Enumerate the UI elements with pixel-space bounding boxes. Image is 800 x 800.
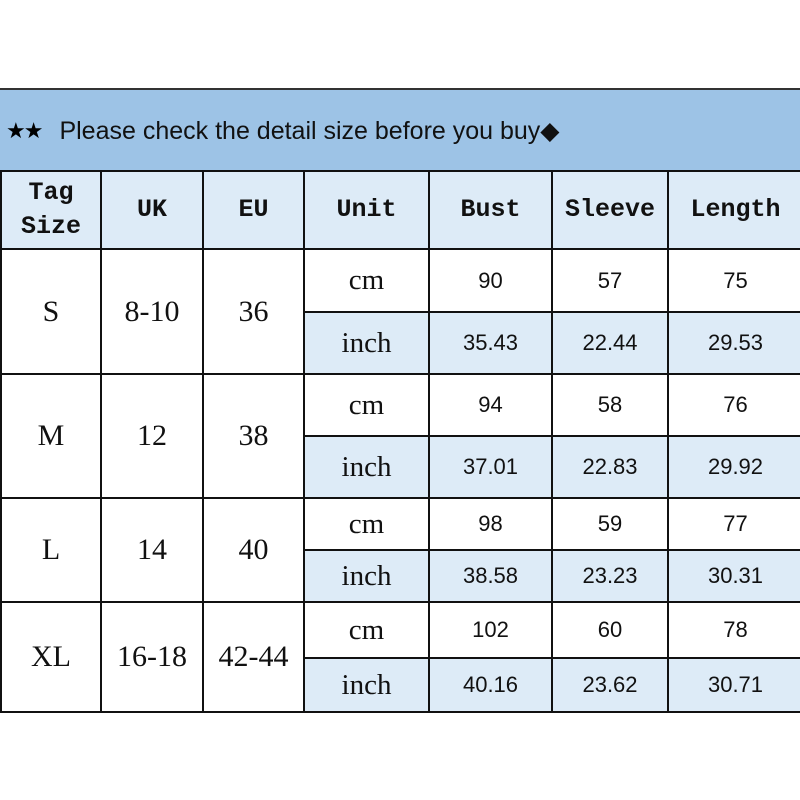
unit-cell: cm <box>303 373 430 437</box>
length-cell: 29.92 <box>667 435 800 499</box>
unit-cell: cm <box>303 601 430 659</box>
bust-cell: 37.01 <box>428 435 553 499</box>
sleeve-cell: 22.44 <box>551 311 669 375</box>
unit-cell: cm <box>303 248 430 313</box>
uk-size-cell: 12 <box>100 373 204 499</box>
length-cell: 29.53 <box>667 311 800 375</box>
sleeve-cell: 57 <box>551 248 669 313</box>
table-row-s-inch: inch 35.43 22.44 29.53 <box>1 311 800 375</box>
table-row-l-cm: L 14 40 cm 98 59 77 <box>0 497 800 603</box>
header-unit: Unit <box>303 170 430 250</box>
bust-cell: 98 <box>428 497 553 551</box>
unit-cell: cm <box>303 497 430 551</box>
header-bust: Bust <box>428 170 553 250</box>
length-cell: 30.71 <box>667 657 800 713</box>
header-length: Length <box>667 170 800 250</box>
length-cell: 30.31 <box>667 549 800 603</box>
header-tag-label: Tag <box>28 178 74 207</box>
length-cell: 78 <box>667 601 800 659</box>
stars-icon: ★★ <box>6 118 43 144</box>
table-row-m-cm: M 12 38 cm 94 58 76 <box>0 373 800 499</box>
sleeve-cell: 22.83 <box>551 435 669 499</box>
tag-size-cell: M <box>0 373 102 499</box>
length-cell: 77 <box>667 497 800 551</box>
sleeve-cell: 23.62 <box>551 657 669 713</box>
unit-cell: inch <box>303 311 430 375</box>
header-tag-size: Tag Size <box>0 170 102 250</box>
banner-text: Please check the detail size before you … <box>59 117 560 145</box>
uk-size-cell: 14 <box>100 497 204 603</box>
sleeve-cell: 60 <box>551 601 669 659</box>
unit-cell: inch <box>303 657 430 713</box>
size-chart-banner: ★★ Please check the detail size before y… <box>0 88 800 172</box>
header-sleeve: Sleeve <box>551 170 669 250</box>
eu-size-cell: 38 <box>202 373 305 499</box>
eu-size-cell: 40 <box>202 497 305 603</box>
sleeve-cell: 23.23 <box>551 549 669 603</box>
bust-cell: 90 <box>428 248 553 313</box>
length-cell: 75 <box>667 248 800 313</box>
table-row-xl-inch: inch 40.16 23.62 30.71 <box>1 657 800 713</box>
header-row: Tag Size UK EU Unit Bust Sleeve Length <box>0 170 800 250</box>
table-row-s-cm: S 8-10 36 cm 90 57 75 <box>0 248 800 375</box>
eu-size-cell: 42-44 <box>202 601 305 713</box>
bust-cell: 40.16 <box>428 657 553 713</box>
bust-cell: 102 <box>428 601 553 659</box>
header-uk: UK <box>100 170 204 250</box>
sleeve-cell: 59 <box>551 497 669 551</box>
tag-size-cell: XL <box>0 601 102 713</box>
unit-cell: inch <box>303 549 430 603</box>
table-row-xl-cm: XL 16-18 42-44 cm 102 60 78 <box>0 601 800 713</box>
sleeve-cell: 58 <box>551 373 669 437</box>
header-size-label: Size <box>20 212 81 241</box>
tag-size-cell: S <box>0 248 102 375</box>
header-eu: EU <box>202 170 305 250</box>
tag-size-cell: L <box>0 497 102 603</box>
uk-size-cell: 16-18 <box>100 601 204 713</box>
eu-size-cell: 36 <box>202 248 305 375</box>
unit-cell: inch <box>303 435 430 499</box>
bust-cell: 35.43 <box>428 311 553 375</box>
uk-size-cell: 8-10 <box>100 248 204 375</box>
bust-cell: 38.58 <box>428 549 553 603</box>
table-row-m-inch: inch 37.01 22.83 29.92 <box>1 435 800 499</box>
length-cell: 76 <box>667 373 800 437</box>
bust-cell: 94 <box>428 373 553 437</box>
table-row-l-inch: inch 38.58 23.23 30.31 <box>1 549 800 603</box>
